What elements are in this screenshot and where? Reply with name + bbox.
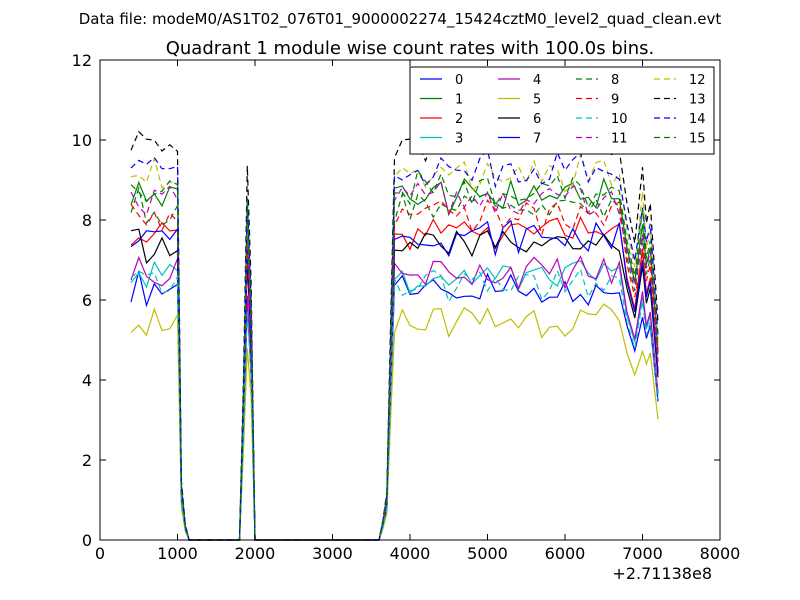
y-tick-label: 6 bbox=[82, 291, 92, 310]
x-tick-label: 1000 bbox=[157, 544, 198, 563]
chart-suptitle: Data file: modeM0/AS1T02_076T01_90000022… bbox=[79, 10, 722, 29]
legend-label-5: 5 bbox=[533, 93, 541, 108]
axis-ticks: 0 1000 2000 3000 4000 5000 6000 7000 80000246810… bbox=[72, 51, 741, 563]
legend-label-2: 2 bbox=[455, 112, 463, 127]
legend-label-11: 11 bbox=[611, 132, 628, 147]
legend-label-4: 4 bbox=[533, 73, 541, 88]
legend-label-3: 3 bbox=[455, 132, 463, 147]
legend-label-9: 9 bbox=[611, 93, 619, 108]
x-tick-label: 4000 bbox=[390, 544, 431, 563]
legend-label-0: 0 bbox=[455, 73, 463, 88]
x-tick-label: 6000 bbox=[545, 544, 586, 563]
legend-label-10: 10 bbox=[611, 112, 628, 127]
legend-label-13: 13 bbox=[689, 93, 706, 108]
legend-label-7: 7 bbox=[533, 132, 541, 147]
y-tick-label: 0 bbox=[82, 531, 92, 550]
legend-label-6: 6 bbox=[533, 112, 541, 127]
x-tick-label: 3000 bbox=[312, 544, 353, 563]
x-tick-label: 2000 bbox=[235, 544, 276, 563]
x-tick-label: 8000 bbox=[700, 544, 741, 563]
legend-label-15: 15 bbox=[689, 132, 706, 147]
legend-box bbox=[409, 66, 715, 155]
legend-label-14: 14 bbox=[689, 112, 706, 127]
x-tick-label: 5000 bbox=[467, 544, 508, 563]
series-line-14 bbox=[130, 148, 659, 541]
x-tick-label: 7000 bbox=[622, 544, 663, 563]
y-tick-label: 2 bbox=[82, 451, 92, 470]
legend-label-12: 12 bbox=[689, 73, 706, 88]
y-tick-label: 8 bbox=[82, 211, 92, 230]
x-tick-label: 0 bbox=[95, 544, 105, 563]
chart-title: Quadrant 1 module wise count rates with … bbox=[166, 38, 655, 59]
y-tick-label: 10 bbox=[72, 131, 92, 150]
legend-label-8: 8 bbox=[611, 73, 619, 88]
x-offset-label: +2.71138e8 bbox=[612, 564, 712, 583]
y-tick-label: 12 bbox=[72, 51, 92, 70]
legend-label-1: 1 bbox=[455, 93, 463, 108]
y-tick-label: 4 bbox=[82, 371, 92, 390]
